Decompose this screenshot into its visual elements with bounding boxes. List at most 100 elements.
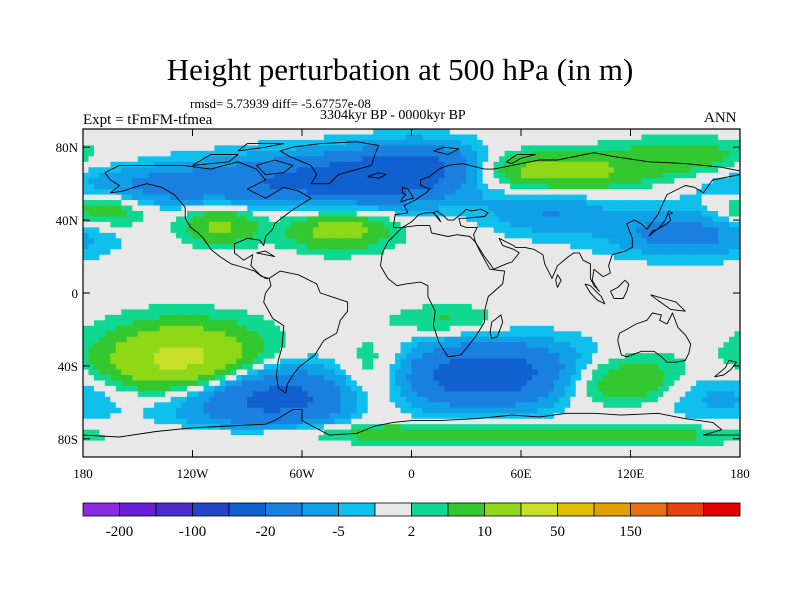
field-cell [619, 183, 626, 190]
field-cell [187, 211, 194, 218]
field-cell [668, 216, 675, 223]
field-cell [258, 260, 265, 267]
field-cell [356, 331, 363, 338]
field-cell [296, 194, 303, 201]
field-cell [208, 298, 215, 305]
field-cell [729, 178, 736, 185]
field-cell [526, 129, 533, 136]
field-cell [646, 325, 653, 332]
field-cell [652, 145, 659, 152]
field-cell [307, 205, 314, 212]
field-cell [329, 276, 336, 283]
field-cell [575, 347, 582, 354]
field-cell [537, 161, 544, 168]
field-cell [258, 353, 265, 360]
field-cell [351, 161, 358, 168]
field-cell [340, 298, 347, 305]
field-cell [170, 331, 177, 338]
field-cell [663, 293, 670, 300]
field-cell [285, 260, 292, 267]
field-cell [729, 293, 736, 300]
field-cell [416, 243, 424, 250]
field-cell [433, 249, 440, 256]
field-cell [203, 211, 210, 218]
field-cell [510, 178, 517, 185]
field-cell [433, 293, 440, 300]
field-cell [104, 161, 111, 168]
field-cell [88, 320, 95, 327]
field-cell [378, 150, 385, 157]
field-cell [154, 314, 161, 321]
field-cell [132, 232, 139, 239]
field-cell [236, 232, 243, 239]
field-cell [159, 221, 166, 228]
field-cell [564, 325, 571, 332]
field-cell [263, 134, 270, 141]
field-cell [219, 265, 226, 272]
field-cell [663, 134, 670, 141]
field-cell [258, 216, 265, 223]
field-cell [203, 167, 210, 174]
field-cell [674, 342, 681, 349]
field-cell [367, 325, 374, 332]
field-cell [570, 134, 577, 141]
field-cell [93, 129, 101, 136]
field-cell [159, 249, 166, 256]
field-cell [400, 347, 407, 354]
field-cell [285, 342, 292, 349]
field-cell [531, 211, 539, 218]
field-cell [400, 216, 407, 223]
field-cell [597, 139, 604, 146]
field-cell [696, 221, 703, 228]
field-cell [296, 156, 303, 163]
field-cell [575, 134, 582, 141]
field-cell [99, 271, 106, 278]
field-cell [367, 303, 374, 310]
field-cell [499, 309, 506, 316]
field-cell [225, 303, 232, 310]
field-cell [570, 145, 577, 152]
field-cell [318, 139, 325, 146]
field-cell [274, 271, 281, 278]
field-cell [608, 150, 615, 157]
field-cell [553, 139, 560, 146]
field-cell [214, 172, 221, 179]
field-cell [515, 129, 522, 136]
field-cell [323, 156, 330, 163]
field-cell [592, 145, 599, 152]
field-cell [493, 156, 500, 163]
field-cell [499, 172, 506, 179]
field-cell [575, 161, 582, 168]
height-field [83, 129, 740, 457]
field-cell [712, 287, 719, 294]
field-cell [416, 254, 424, 261]
field-cell [668, 314, 675, 321]
field-cell [488, 227, 495, 234]
field-cell [176, 145, 183, 152]
field-cell [614, 271, 621, 278]
field-cell [411, 161, 418, 168]
field-cell [493, 254, 500, 261]
field-cell [362, 320, 369, 327]
field-cell [564, 167, 571, 174]
field-cell [170, 216, 177, 223]
field-cell [625, 249, 632, 256]
field-cell [422, 161, 429, 168]
field-cell [449, 156, 456, 163]
field-cell [110, 194, 117, 201]
field-cell [356, 205, 363, 212]
field-cell [126, 183, 133, 190]
field-cell [104, 216, 111, 223]
field-cell [466, 325, 473, 332]
field-cell [597, 221, 604, 228]
field-cell [734, 303, 740, 310]
field-cell [285, 309, 292, 316]
field-cell [274, 249, 281, 256]
field-cell [548, 211, 555, 218]
field-cell [603, 314, 610, 321]
field-cell [181, 293, 188, 300]
field-cell [291, 139, 298, 146]
field-cell [373, 265, 380, 272]
field-cell [416, 183, 424, 190]
field-cell [230, 254, 237, 261]
